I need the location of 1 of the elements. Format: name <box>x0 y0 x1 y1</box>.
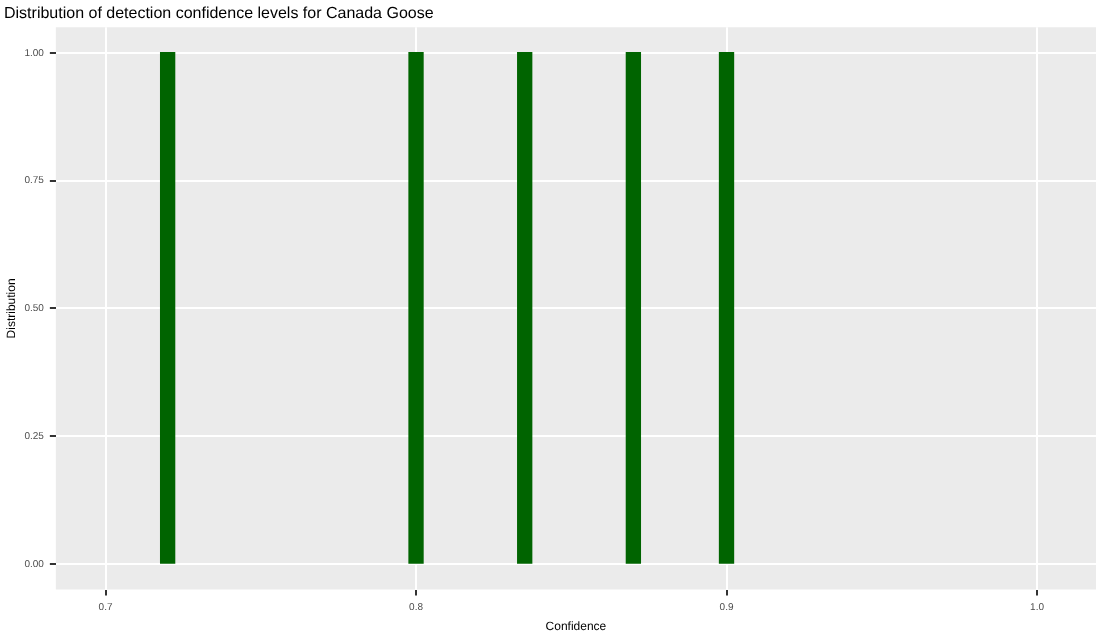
chart-title: Distribution of detection confidence levels for Canada Goose <box>4 4 435 23</box>
